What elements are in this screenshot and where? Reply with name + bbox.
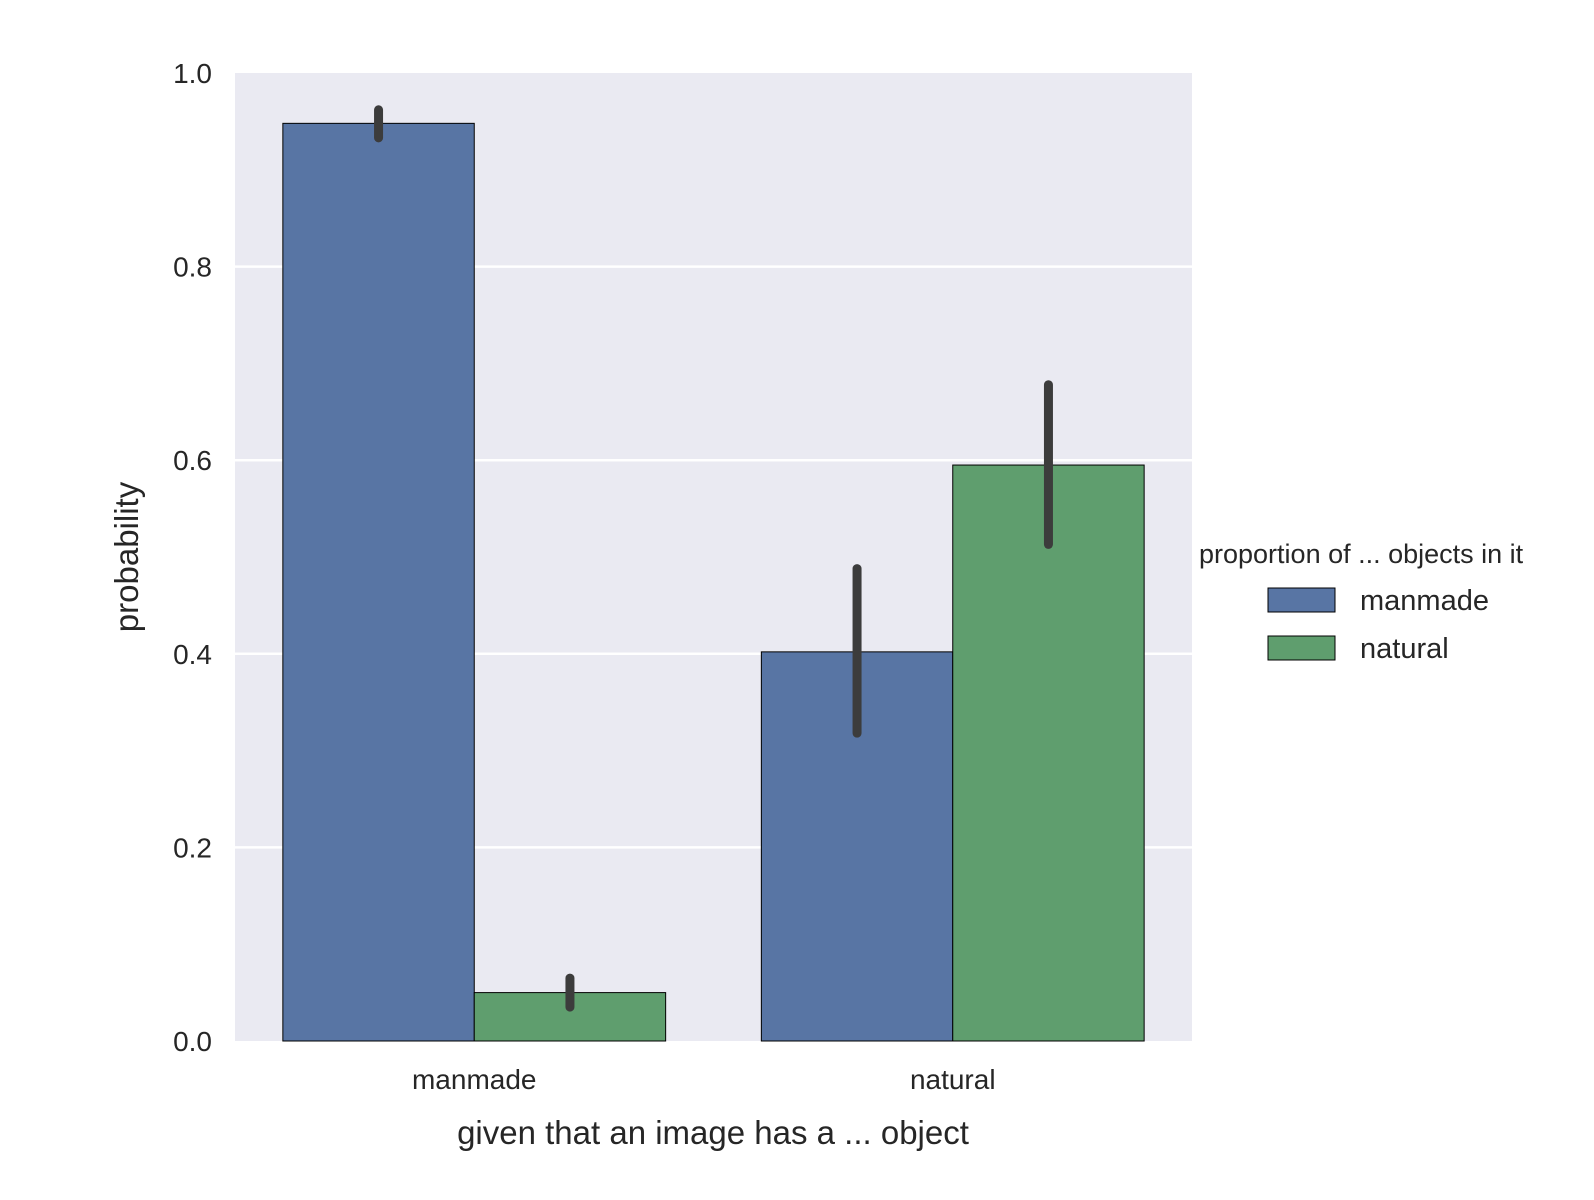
x-tick-label: natural [910, 1064, 996, 1095]
y-tick-label: 0.6 [173, 445, 212, 476]
y-tick-label: 0.0 [173, 1026, 212, 1057]
x-axis-label: given that an image has a ... object [457, 1114, 969, 1151]
error-bars [374, 105, 1053, 1012]
y-tick-label: 1.0 [173, 58, 212, 89]
legend-swatch-manmade [1267, 587, 1336, 613]
y-tick-labels: 0.0 0.2 0.4 0.6 0.8 1.0 [173, 58, 212, 1057]
legend-label-manmade: manmade [1360, 585, 1489, 617]
x-tick-labels: manmade natural [412, 1064, 996, 1095]
legend-swatch-natural [1267, 635, 1336, 661]
legend-label-natural: natural [1360, 633, 1449, 665]
bar-manmade-manmade [282, 122, 475, 1042]
y-tick-label: 0.4 [173, 639, 212, 670]
legend: proportion of ... objects in it manmade n… [1199, 539, 1524, 665]
y-tick-label: 0.2 [173, 832, 212, 863]
legend-title: proportion of ... objects in it [1199, 539, 1524, 569]
y-tick-label: 0.8 [173, 252, 212, 283]
y-axis-label: probability [108, 481, 145, 632]
x-tick-label: manmade [412, 1064, 537, 1095]
bar-natural-natural [952, 464, 1145, 1042]
